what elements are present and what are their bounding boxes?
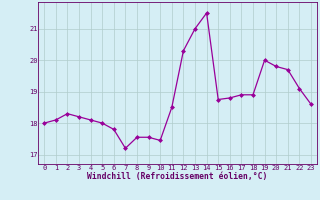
X-axis label: Windchill (Refroidissement éolien,°C): Windchill (Refroidissement éolien,°C) <box>87 172 268 181</box>
